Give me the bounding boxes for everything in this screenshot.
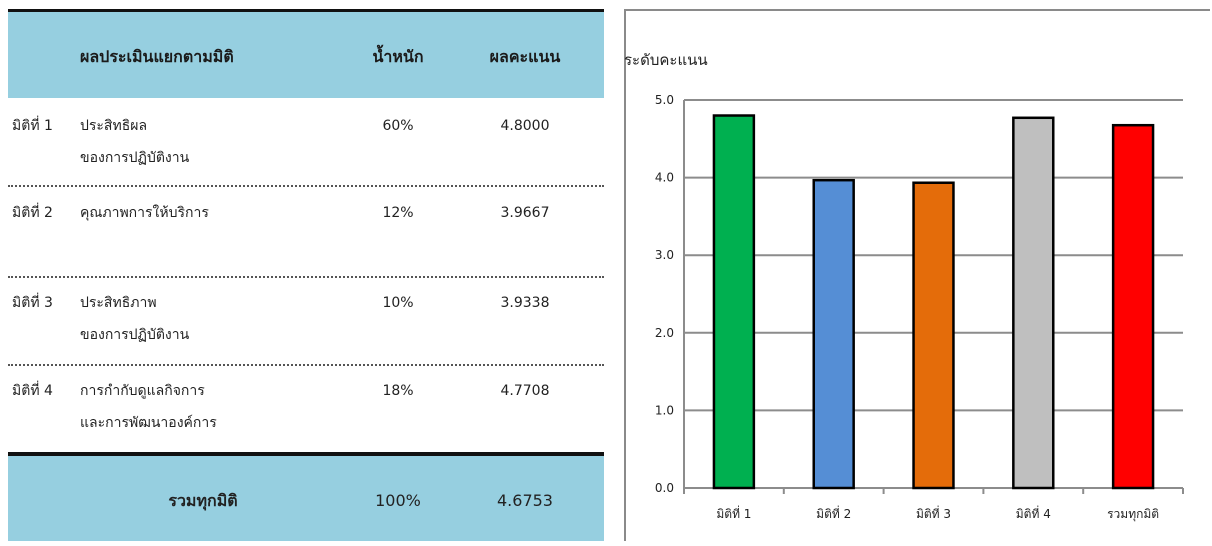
row-name: คุณภาพการให้บริการ	[80, 197, 209, 229]
y-tick-label: 2.0	[655, 326, 674, 340]
row-name-line2: ของการปฏิบัติงาน	[80, 327, 190, 343]
bar	[1111, 123, 1155, 490]
chart-frame	[624, 9, 1210, 541]
row-weight: 60%	[382, 118, 414, 134]
x-tick-label: มิติที่ 2	[816, 505, 851, 521]
row-dimension: มิติที่ 2	[12, 205, 53, 221]
row-score: 4.7708	[500, 383, 550, 399]
table-top-rule	[8, 9, 604, 12]
chart-title: ระดับคะแนน	[624, 51, 708, 69]
y-tick-label: 0.0	[655, 481, 674, 495]
row-weight: 18%	[382, 383, 414, 399]
row-name-line2: ของการปฏิบัติงาน	[80, 150, 190, 166]
y-tick-label: 4.0	[655, 171, 674, 185]
row-name-line1: การกำกับดูแลกิจการ	[80, 383, 205, 399]
total-weight: 100%	[375, 491, 421, 510]
row-name: ประสิทธิผล ของการปฏิบัติงาน	[80, 110, 189, 174]
x-tick-label: มิติที่ 4	[1016, 505, 1051, 521]
x-tick-label: มิติที่ 3	[916, 505, 951, 521]
row-name: ประสิทธิภาพ ของการปฏิบัติงาน	[80, 287, 189, 351]
table-total-row: รวมทุกมิติ 100% 4.6753	[8, 456, 604, 541]
row-name: การกำกับดูแลกิจการ และการพัฒนาองค์การ	[80, 375, 217, 439]
row-dimension: มิติที่ 4	[12, 383, 53, 399]
bar	[912, 181, 955, 490]
bar-chart: 0.0 1.0 2.0 3.0 4.0 5.0 มิติที่ 1 มิติที่ 2 มิติ…	[655, 93, 1184, 522]
header-dimension: ผลประเมินแยกตามมิติ	[80, 47, 234, 66]
header-score: ผลคะแนน	[489, 47, 561, 66]
row-score: 3.9338	[500, 295, 550, 311]
y-tick-label: 1.0	[655, 403, 674, 417]
header-weight: น้ำหนัก	[372, 47, 424, 66]
row-score: 3.9667	[500, 205, 550, 221]
row-divider	[8, 276, 604, 278]
bar	[1012, 116, 1055, 490]
row-name-line1: ประสิทธิภาพ	[80, 295, 157, 311]
row-name-line2: และการพัฒนาองค์การ	[80, 415, 217, 431]
table-bottom-rule	[8, 452, 604, 456]
row-divider	[8, 364, 604, 366]
row-dimension: มิติที่ 3	[12, 295, 53, 311]
table-header: ผลประเมินแยกตามมิติ น้ำหนัก ผลคะแนน	[8, 12, 604, 98]
row-weight: 10%	[382, 295, 414, 311]
x-tick-label: รวมทุกมิติ	[1107, 507, 1159, 522]
row-score: 4.8000	[500, 118, 550, 134]
bar	[712, 114, 756, 490]
row-weight: 12%	[382, 205, 414, 221]
row-name-line1: ประสิทธิผล	[80, 118, 148, 134]
total-score: 4.6753	[497, 491, 553, 510]
row-dimension: มิติที่ 1	[12, 118, 53, 134]
bar	[812, 178, 855, 490]
y-tick-label: 5.0	[655, 93, 674, 107]
x-tick-label: มิติที่ 1	[716, 505, 751, 521]
row-divider	[8, 185, 604, 187]
row-name-line1: คุณภาพการให้บริการ	[80, 205, 209, 221]
y-tick-label: 3.0	[655, 248, 674, 262]
total-label: รวมทุกมิติ	[168, 491, 238, 510]
score-table: ผลประเมินแยกตามมิติ น้ำหนัก ผลคะแนน มิติ…	[8, 9, 604, 541]
